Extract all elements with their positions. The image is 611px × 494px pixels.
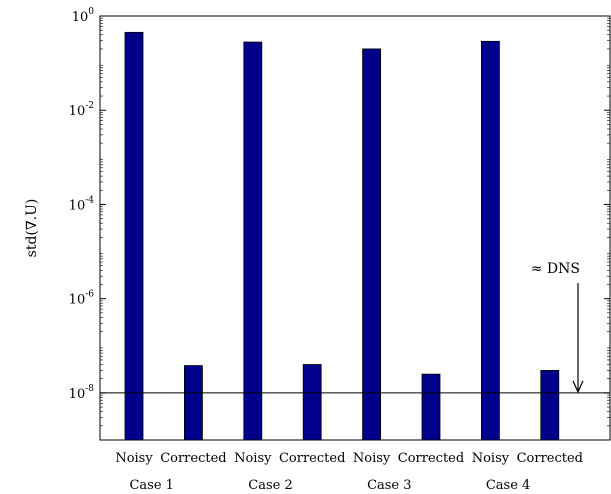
bar — [183, 365, 203, 441]
category-label: Noisy — [234, 451, 272, 466]
y-tick-label: 10-8 — [69, 384, 95, 402]
group-label: Case 2 — [248, 478, 292, 493]
y-tick-label: 100 — [72, 7, 95, 25]
bar — [362, 48, 382, 441]
group-label: Case 1 — [129, 478, 173, 493]
group-label: Case 3 — [367, 478, 411, 493]
category-label: Noisy — [472, 451, 510, 466]
category-label: Corrected — [160, 451, 226, 466]
group-label: Case 4 — [486, 478, 530, 493]
y-tick-label: 10-2 — [69, 101, 94, 119]
bar — [540, 370, 560, 441]
annotation-text: ≈ DNS — [531, 261, 580, 277]
bar — [302, 364, 322, 441]
y-axis-label: std(∇.U) — [24, 199, 40, 258]
category-label: Noisy — [353, 451, 391, 466]
y-tick-label: 10-6 — [69, 290, 95, 308]
category-label: Corrected — [398, 451, 464, 466]
bar — [243, 41, 263, 441]
category-label: Corrected — [279, 451, 345, 466]
category-label: Corrected — [517, 451, 583, 466]
annotation-arrow-head — [572, 380, 584, 394]
axes-frame — [99, 15, 611, 441]
bar — [124, 31, 144, 441]
plot-area: 10-8 10-6 10-4 10-2 100 Noisy Corrected Noisy Co… — [24, 7, 611, 493]
bar — [480, 40, 500, 441]
category-label: Noisy — [115, 451, 153, 466]
y-tick-label: 10-4 — [69, 195, 95, 213]
bar — [421, 373, 441, 441]
